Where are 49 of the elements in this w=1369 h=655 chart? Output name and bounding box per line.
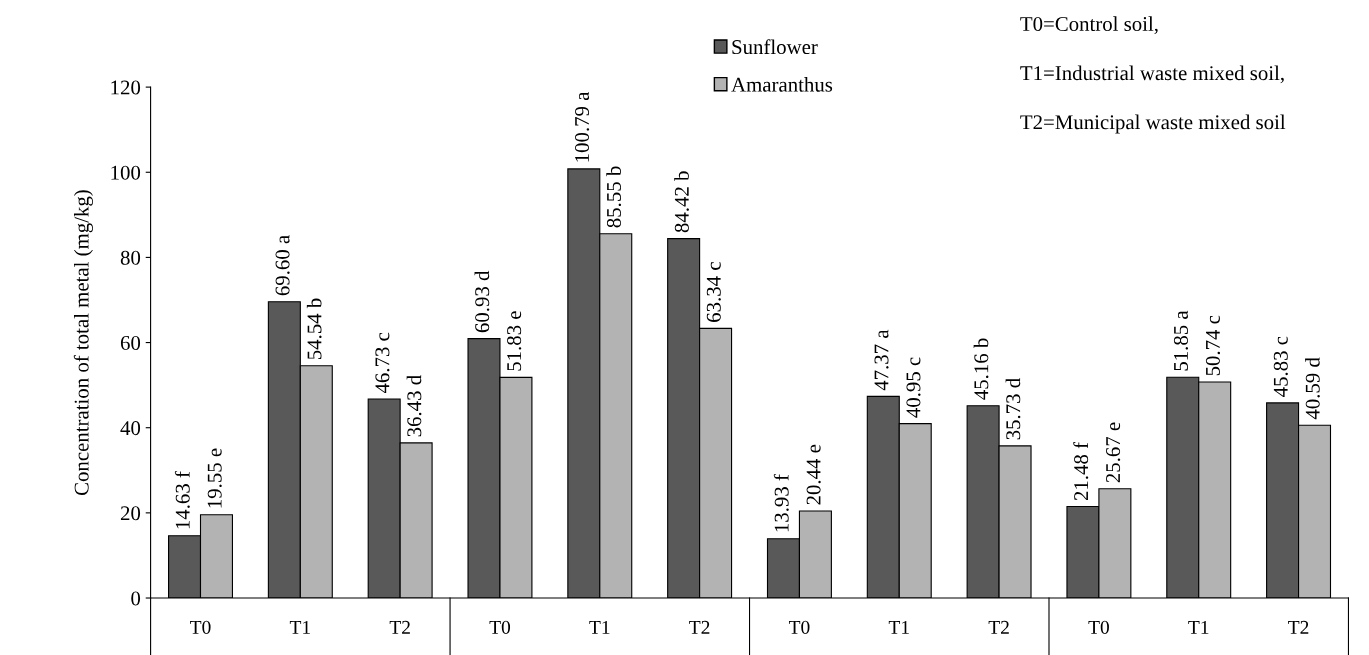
data-label: 21.48 f [1073,441,1089,501]
x-tick-label: T0 [190,620,211,634]
data-label: 69.60 a [275,235,290,296]
data-label: 47.37 a [874,329,889,391]
data-label: 36.43 d [406,375,422,437]
y-tick-label: 120 [111,80,141,95]
y-tick-label: 40 [120,421,141,436]
y-tick-label: 20 [120,506,141,521]
data-label: 84.42 b [674,171,689,233]
text: T0=Control soil, [1020,16,1158,35]
data-label: 35.73 d [1005,378,1021,440]
legend-label: Amaranthus [731,77,833,92]
x-tick-label: T2 [389,620,410,634]
x-tick-label: T0 [788,620,810,634]
data-label: 60.93 d [474,270,490,333]
data-label: 46.73 c [375,332,390,394]
data-label: 20.44 e [806,444,821,505]
data-label: 50.74 c [1205,315,1221,376]
y-axis-title: Concentration of total metal (mg/kg) [73,190,93,496]
data-label: 85.55 b [606,166,622,228]
data-label: 40.59 d [1305,357,1320,420]
data-label: 100.79 a [574,91,590,162]
y-tick-label: 100 [111,165,141,180]
y-tick-label: 0 [131,591,141,606]
text: T1=Industrial waste mixed soil, [1020,65,1284,84]
x-tick-label: T1 [589,620,610,634]
annotation: T2=Municipal waste mixed soil [1020,114,1286,134]
data-label: 45.83 c [1273,336,1288,397]
data-label: 63.34 c [706,262,721,322]
x-tick-label: T2 [689,620,710,634]
x-tick-label: T1 [289,620,310,634]
x-tick-label: T1 [888,620,909,634]
data-label: 19.55 e [207,448,222,508]
legend-label: Sunflower [732,39,818,55]
data-label: 45.16 b [973,338,989,400]
data-label: 40.95 c [906,357,921,418]
x-tick-label: T2 [1288,620,1309,634]
x-tick-label: T1 [1188,620,1209,634]
y-tick-label: 60 [120,335,141,350]
data-label: 51.85 a [1173,310,1189,371]
data-label: 14.63 f [174,471,190,529]
x-tick-label: T2 [988,620,1009,634]
x-tick-label: T0 [1088,620,1109,634]
data-label: 25.67 e [1106,422,1121,483]
data-label: 13.93 f [773,474,789,532]
y-tick-label: 80 [120,250,141,265]
data-label: 51.83 e [507,311,522,371]
data-label: 54.54 b [306,298,322,360]
x-tick-label: T0 [489,620,511,634]
